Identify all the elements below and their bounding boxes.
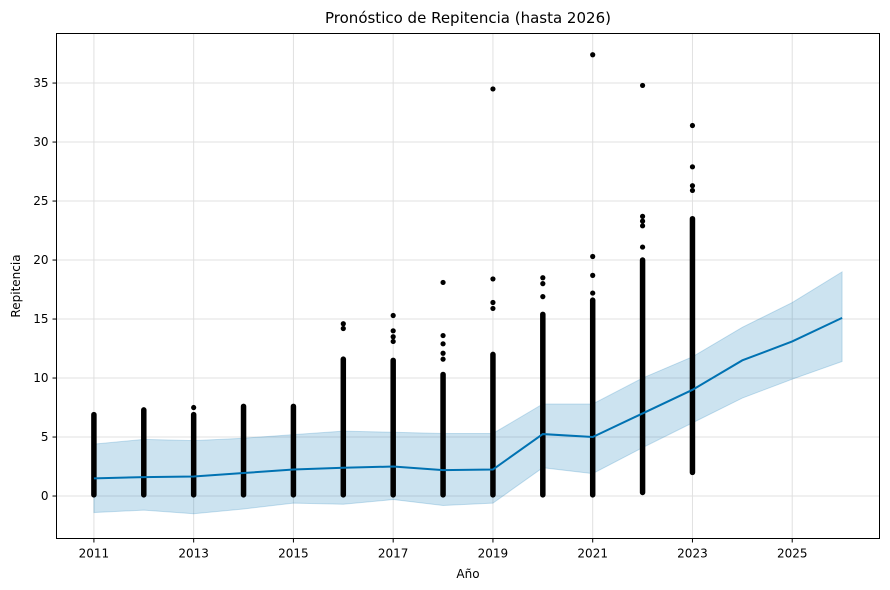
forecast-line-group (93, 316, 843, 480)
observed-point (191, 404, 197, 411)
observed-point (390, 338, 396, 345)
observed-point (390, 312, 396, 319)
observed-point (490, 276, 496, 282)
observed-point (540, 294, 546, 300)
y-tick-label: 25 (33, 194, 48, 208)
observed-point (689, 164, 696, 170)
observed-point (639, 82, 646, 89)
observed-point (340, 325, 346, 332)
observed-point (689, 122, 696, 129)
plot-frame (56, 33, 880, 539)
observed-point (440, 279, 446, 286)
x-tick-label: 2025 (777, 547, 808, 561)
observed-point (540, 281, 546, 287)
observed-point (590, 290, 596, 296)
observed-point (590, 52, 596, 58)
observed-point (340, 321, 346, 327)
observed-point (639, 218, 646, 224)
observed-point (490, 299, 496, 306)
y-tick-label: 0 (41, 489, 49, 503)
x-axis-ticks: 2011 2013 2015 2017 2019 2021 2023 2025 (79, 538, 808, 561)
observed-points (91, 52, 696, 498)
x-tick-label: 2015 (278, 547, 309, 561)
x-axis-label: Año (456, 567, 479, 581)
observed-point (490, 86, 496, 92)
y-tick-label: 15 (33, 312, 48, 326)
x-tick-label: 2023 (677, 547, 708, 561)
chart-title: Pronóstico de Repitencia (hasta 2026) (325, 9, 611, 27)
observed-point (390, 334, 396, 340)
observed-point (440, 341, 446, 347)
y-tick-label: 5 (41, 430, 49, 444)
y-tick-label: 30 (33, 135, 48, 149)
x-tick-label: 2019 (478, 547, 509, 561)
observed-point (639, 244, 646, 250)
observed-point (440, 350, 446, 356)
observed-point (639, 223, 646, 229)
x-tick-label: 2021 (577, 547, 608, 561)
observed-point (540, 275, 546, 281)
y-tick-label: 10 (33, 371, 48, 385)
x-tick-label: 2011 (79, 547, 110, 561)
observed-point (590, 253, 596, 260)
forecast-line (93, 316, 843, 480)
y-axis-ticks: 0 5 10 15 20 25 30 35 (33, 76, 57, 503)
y-tick-label: 20 (33, 253, 48, 267)
y-axis-label: Repitencia (9, 254, 23, 317)
observed-point (490, 305, 496, 312)
observed-point (440, 356, 446, 362)
x-tick-label: 2017 (378, 547, 409, 561)
uncertainty-interval (93, 270, 843, 515)
y-tick-label: 35 (33, 76, 48, 90)
x-tick-label: 2013 (178, 547, 209, 561)
confidence-band (93, 270, 843, 515)
observed-point (689, 183, 696, 189)
observed-point (590, 272, 596, 278)
observed-point (440, 332, 446, 339)
observed-point (390, 328, 396, 334)
observed-point (689, 187, 696, 194)
observed-point (639, 213, 646, 219)
